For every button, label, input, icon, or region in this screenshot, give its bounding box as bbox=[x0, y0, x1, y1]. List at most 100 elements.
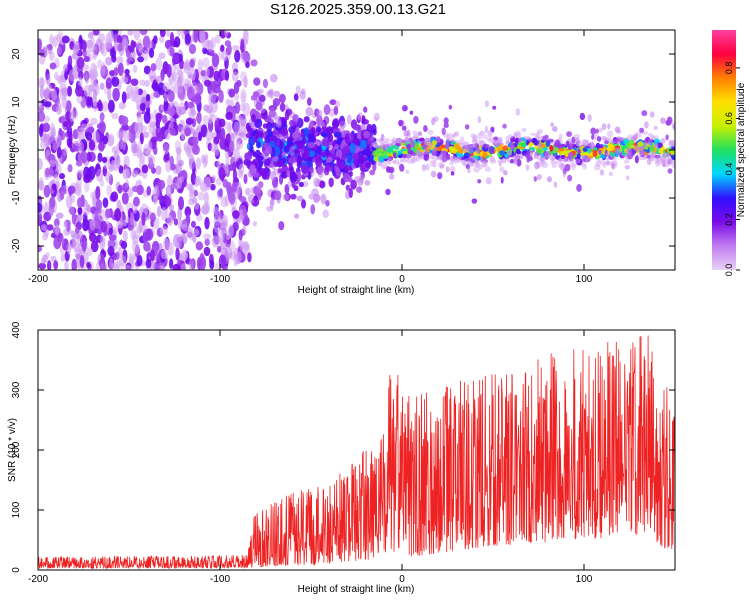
spectrogram-cell bbox=[239, 240, 244, 252]
spectrogram-cell bbox=[336, 136, 343, 145]
spectrogram-cell bbox=[99, 82, 105, 90]
spectrogram-cell bbox=[53, 218, 60, 228]
spectrogram-cell bbox=[108, 227, 113, 235]
spectrogram-cell bbox=[193, 31, 199, 43]
spectrogram-cell bbox=[108, 234, 117, 241]
spectrogram-cell bbox=[464, 124, 470, 130]
spectrogram-cell bbox=[38, 262, 47, 270]
spectrogram-cell bbox=[136, 184, 144, 196]
spectrogram-cell bbox=[188, 198, 195, 206]
colorbar-gradient bbox=[712, 30, 736, 270]
spectrogram-cell bbox=[410, 141, 415, 148]
spectrogram-cell bbox=[467, 167, 471, 174]
spectrogram-cell bbox=[376, 144, 382, 150]
spectrogram-cell bbox=[308, 119, 315, 127]
spectrogram-cell bbox=[335, 148, 343, 158]
spectrogram-cell bbox=[605, 160, 610, 166]
spectrogram-cell bbox=[432, 146, 438, 153]
spectrogram-cell bbox=[105, 56, 113, 66]
spectrogram-cell bbox=[83, 55, 90, 63]
spectrogram-cell bbox=[403, 130, 409, 137]
spectrogram-cell bbox=[80, 123, 88, 133]
spectrogram-cell bbox=[352, 123, 361, 131]
spectrogram-cell bbox=[392, 152, 397, 158]
spectrogram-cell bbox=[243, 30, 249, 40]
spectrogram-cell bbox=[668, 139, 675, 147]
spectrogram-cell bbox=[171, 71, 178, 82]
spectrogram-cell bbox=[93, 82, 99, 91]
spectrogram-cell bbox=[169, 258, 174, 270]
spectrogram-cell bbox=[71, 232, 77, 246]
spectrogram-cell bbox=[301, 137, 307, 145]
spectrogram-cell bbox=[190, 189, 198, 198]
spectrogram-cell bbox=[166, 64, 172, 78]
spectrogram-cell bbox=[303, 116, 310, 123]
spectrogram-xtick-label: 0 bbox=[399, 274, 405, 285]
spectrogram-cell bbox=[232, 45, 240, 52]
spectrogram-cell bbox=[113, 67, 119, 77]
spectrogram-cell bbox=[554, 160, 560, 164]
spectrogram-cell bbox=[181, 30, 186, 40]
spectrogram-cell bbox=[63, 64, 69, 72]
spectrogram-cell bbox=[201, 202, 210, 215]
spectrogram-cell bbox=[153, 35, 158, 45]
spectrogram-cell bbox=[559, 148, 565, 152]
spectrogram-cell bbox=[158, 52, 166, 60]
spectrogram-cell bbox=[121, 115, 129, 126]
spectrogram-cell bbox=[145, 258, 152, 269]
spectrogram-cell bbox=[96, 228, 103, 235]
spectrogram-cell bbox=[239, 196, 247, 203]
spectrogram-cell bbox=[247, 252, 252, 263]
spectrogram-cell bbox=[279, 140, 284, 149]
spectrogram-cell bbox=[38, 99, 43, 109]
spectrogram-cell bbox=[404, 137, 410, 145]
spectrogram-cell bbox=[450, 171, 455, 176]
spectrogram-cell bbox=[457, 146, 464, 154]
spectrogram-cell bbox=[545, 140, 551, 147]
snr-y-axis: 0 100 200 300 400 bbox=[11, 321, 675, 573]
spectrogram-cell bbox=[500, 176, 504, 184]
spectrogram-cell bbox=[111, 112, 119, 120]
spectrogram-cell bbox=[225, 155, 230, 167]
spectrogram-cell bbox=[79, 254, 85, 269]
spectrogram-cell bbox=[278, 93, 286, 104]
spectrogram-cell bbox=[193, 92, 202, 105]
spectrogram-cell bbox=[395, 142, 401, 147]
spectrogram-cell bbox=[200, 124, 208, 138]
spectrogram-cell bbox=[666, 157, 672, 165]
spectrogram-cell bbox=[509, 159, 514, 164]
spectrogram-cell bbox=[255, 161, 262, 172]
spectrogram-cell bbox=[539, 155, 546, 162]
spectrogram-cell bbox=[173, 36, 181, 48]
spectrogram-cell bbox=[187, 101, 195, 109]
spectrogram-cell bbox=[523, 136, 528, 140]
spectrogram-ytick-label: -20 bbox=[11, 238, 22, 253]
spectrogram-cell bbox=[233, 121, 241, 136]
spectrogram-cell bbox=[61, 185, 69, 195]
spectrogram-cell bbox=[180, 219, 188, 229]
spectrogram-cell bbox=[197, 191, 206, 201]
spectrogram-cell bbox=[221, 227, 228, 237]
spectrogram-cell bbox=[44, 228, 49, 237]
spectrogram-cell bbox=[207, 116, 213, 124]
spectrogram-cell bbox=[150, 249, 155, 262]
spectrogram-cell bbox=[229, 140, 235, 153]
spectrogram-cell bbox=[191, 81, 198, 91]
spectrogram-cell bbox=[334, 131, 342, 138]
spectrogram-cell bbox=[117, 62, 124, 77]
spectrogram-cell bbox=[59, 87, 68, 101]
spectrogram-cell bbox=[360, 123, 366, 131]
spectrogram-cell bbox=[92, 30, 100, 36]
spectrogram-cell bbox=[272, 97, 281, 107]
spectrogram-cell bbox=[626, 175, 630, 181]
spectrogram-cell bbox=[177, 196, 185, 211]
spectrogram-cell bbox=[477, 116, 482, 124]
spectrogram-cell bbox=[582, 163, 587, 170]
spectrogram-cell bbox=[536, 130, 541, 137]
spectrogram-cell bbox=[541, 161, 549, 169]
spectrogram-cell bbox=[163, 94, 169, 102]
spectrogram-cell bbox=[49, 160, 56, 168]
spectrogram-cell bbox=[634, 155, 639, 164]
spectrogram-cell bbox=[427, 129, 434, 135]
